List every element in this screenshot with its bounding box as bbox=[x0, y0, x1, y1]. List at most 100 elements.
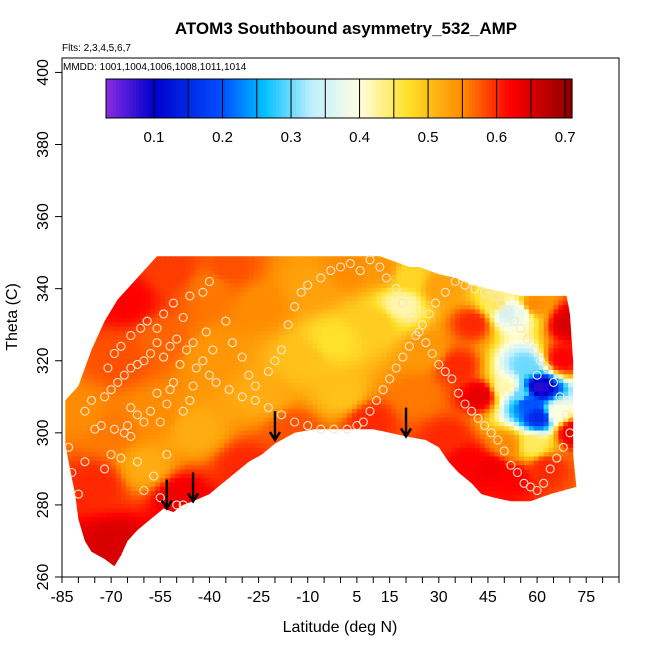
heat-cell bbox=[371, 490, 378, 496]
heat-cell bbox=[307, 551, 314, 556]
heat-cell bbox=[150, 395, 156, 401]
heat-cell bbox=[130, 347, 137, 353]
heat-cell bbox=[219, 256, 225, 258]
heat-cell bbox=[140, 265, 147, 271]
heat-cell bbox=[125, 330, 132, 336]
heat-cell bbox=[253, 551, 260, 556]
heat-cell bbox=[224, 343, 230, 349]
heat-cell bbox=[278, 321, 284, 327]
heat-cell bbox=[199, 564, 206, 567]
heat-cell bbox=[184, 399, 191, 405]
heat-cell bbox=[150, 295, 156, 301]
heat-cell bbox=[199, 438, 206, 444]
heat-cell bbox=[155, 438, 161, 444]
heat-cell bbox=[347, 269, 353, 275]
heat-cell bbox=[238, 347, 245, 353]
heat-cell bbox=[130, 365, 137, 370]
heat-cell bbox=[234, 295, 240, 301]
heat-cell bbox=[111, 473, 117, 479]
heat-cell bbox=[327, 473, 333, 479]
heat-cell bbox=[229, 404, 235, 409]
heat-cell bbox=[66, 365, 73, 370]
heat-cell bbox=[101, 503, 107, 509]
heat-cell bbox=[371, 425, 378, 431]
heat-cell bbox=[356, 429, 363, 435]
heat-cell bbox=[263, 391, 270, 396]
heat-cell bbox=[322, 261, 328, 267]
heat-cell bbox=[96, 486, 102, 492]
heat-cell bbox=[76, 477, 83, 483]
heat-cell bbox=[101, 438, 107, 444]
heat-cell bbox=[317, 300, 324, 306]
heat-cell bbox=[366, 555, 373, 561]
heat-cell bbox=[81, 321, 88, 327]
heat-cell bbox=[322, 399, 328, 405]
heat-cell bbox=[243, 343, 250, 349]
heat-cell bbox=[214, 365, 220, 370]
heat-cell bbox=[278, 356, 284, 362]
heat-cell bbox=[194, 404, 201, 409]
heat-cell bbox=[224, 369, 230, 375]
heat-cell bbox=[347, 507, 353, 513]
heat-cell bbox=[224, 382, 230, 388]
heat-cell bbox=[258, 533, 265, 539]
heat-cell bbox=[342, 404, 348, 409]
heat-cell bbox=[351, 399, 358, 405]
heat-cell bbox=[248, 425, 255, 431]
heat-cell bbox=[278, 564, 284, 567]
heat-cell bbox=[155, 343, 161, 349]
heat-cell bbox=[258, 507, 265, 513]
heat-cell bbox=[175, 525, 181, 531]
heat-cell bbox=[130, 343, 137, 349]
heat-cell bbox=[150, 481, 156, 487]
heat-cell bbox=[130, 317, 137, 323]
heat-cell bbox=[66, 269, 73, 275]
heat-cell bbox=[347, 313, 353, 319]
heat-cell bbox=[361, 464, 368, 470]
heat-cell bbox=[238, 525, 245, 531]
heat-cell bbox=[317, 395, 324, 401]
heat-cell bbox=[381, 451, 387, 457]
heat-cell bbox=[292, 464, 299, 470]
heat-cell bbox=[76, 455, 83, 461]
heat-cell bbox=[184, 538, 191, 543]
heat-cell bbox=[204, 382, 211, 388]
heat-cell bbox=[327, 248, 333, 253]
heat-cell bbox=[229, 416, 235, 422]
heat-cell bbox=[179, 464, 186, 470]
heat-cell bbox=[302, 564, 309, 567]
heat-cell bbox=[342, 516, 348, 522]
heat-cell bbox=[268, 533, 274, 539]
heat-cell bbox=[106, 503, 112, 509]
heat-cell bbox=[253, 295, 260, 301]
heat-cell bbox=[81, 421, 88, 427]
heat-cell bbox=[312, 382, 319, 388]
heat-cell bbox=[170, 308, 176, 314]
heat-cell bbox=[71, 451, 78, 457]
heat-cell bbox=[381, 533, 387, 539]
heat-cell bbox=[160, 464, 166, 470]
heat-cell bbox=[150, 412, 156, 418]
heat-cell bbox=[160, 421, 166, 427]
heat-cell bbox=[111, 490, 117, 496]
heat-cell bbox=[91, 378, 97, 383]
heat-cell bbox=[307, 468, 314, 474]
heat-cell bbox=[278, 533, 284, 539]
heat-cell bbox=[194, 343, 201, 349]
heat-cell bbox=[224, 490, 230, 496]
heat-cell bbox=[65, 412, 68, 418]
heat-cell bbox=[125, 520, 132, 526]
heat-cell bbox=[111, 365, 117, 370]
heat-cell bbox=[229, 425, 235, 431]
heat-cell bbox=[302, 278, 309, 284]
heat-cell bbox=[312, 516, 319, 522]
heat-cell bbox=[170, 274, 176, 280]
heat-cell bbox=[243, 386, 250, 392]
heat-cell bbox=[204, 438, 211, 444]
heat-cell bbox=[361, 369, 368, 375]
heat-cell bbox=[116, 442, 122, 448]
heat-cell bbox=[376, 339, 383, 345]
heat-cell bbox=[243, 261, 250, 267]
heat-cell bbox=[145, 442, 152, 448]
heat-cell bbox=[347, 421, 353, 427]
